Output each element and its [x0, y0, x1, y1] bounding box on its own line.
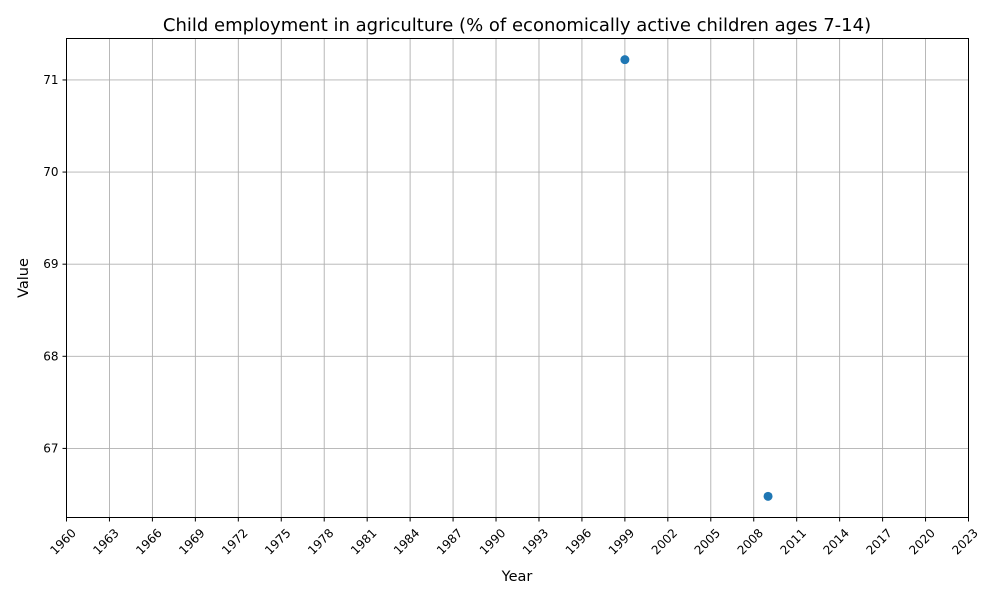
x-tick-label: 2017 — [863, 526, 894, 557]
x-tick-label: 2014 — [820, 526, 851, 557]
x-axis: 1960 1963 1966 1969 1972 1975 1978 1981 1984 1987… — [47, 517, 981, 557]
x-tick-label: 1993 — [520, 526, 551, 557]
x-tick-label: 2011 — [778, 526, 809, 557]
x-tick-label: 2023 — [949, 526, 980, 557]
y-tick-label: 67 — [43, 441, 58, 455]
y-tick-label: 69 — [43, 257, 58, 271]
x-tick-label: 2002 — [649, 526, 680, 557]
x-tick-label: 2005 — [692, 526, 723, 557]
x-tick-label: 2020 — [906, 526, 937, 557]
x-tick-label: 1966 — [133, 526, 164, 557]
data-points — [620, 55, 773, 501]
x-tick-label: 1960 — [47, 526, 78, 557]
data-point — [763, 491, 773, 501]
y-tick-label: 68 — [43, 349, 58, 363]
x-tick-label: 1987 — [434, 526, 465, 557]
data-point — [620, 55, 630, 65]
chart-title: Child employment in agriculture (% of ec… — [163, 15, 871, 36]
y-axis-label: Value — [16, 258, 32, 298]
x-tick-label: 1963 — [90, 526, 121, 557]
x-tick-label: 1996 — [563, 526, 594, 557]
x-tick-label: 1972 — [219, 526, 250, 557]
y-tick-label: 70 — [43, 165, 58, 179]
x-tick-label: 2008 — [735, 526, 766, 557]
plot-frame — [66, 38, 969, 518]
x-tick-label: 1969 — [176, 526, 207, 557]
x-axis-label: Year — [501, 569, 533, 585]
x-tick-label: 1981 — [348, 526, 379, 557]
grid — [66, 38, 969, 518]
x-tick-label: 1984 — [391, 526, 422, 557]
x-tick-label: 1978 — [305, 526, 336, 557]
x-tick-label: 1990 — [477, 526, 508, 557]
y-tick-label: 71 — [43, 73, 58, 87]
y-axis: 67 68 69 70 71 — [43, 73, 67, 455]
x-tick-label: 1999 — [606, 526, 637, 557]
x-tick-label: 1975 — [262, 526, 293, 557]
